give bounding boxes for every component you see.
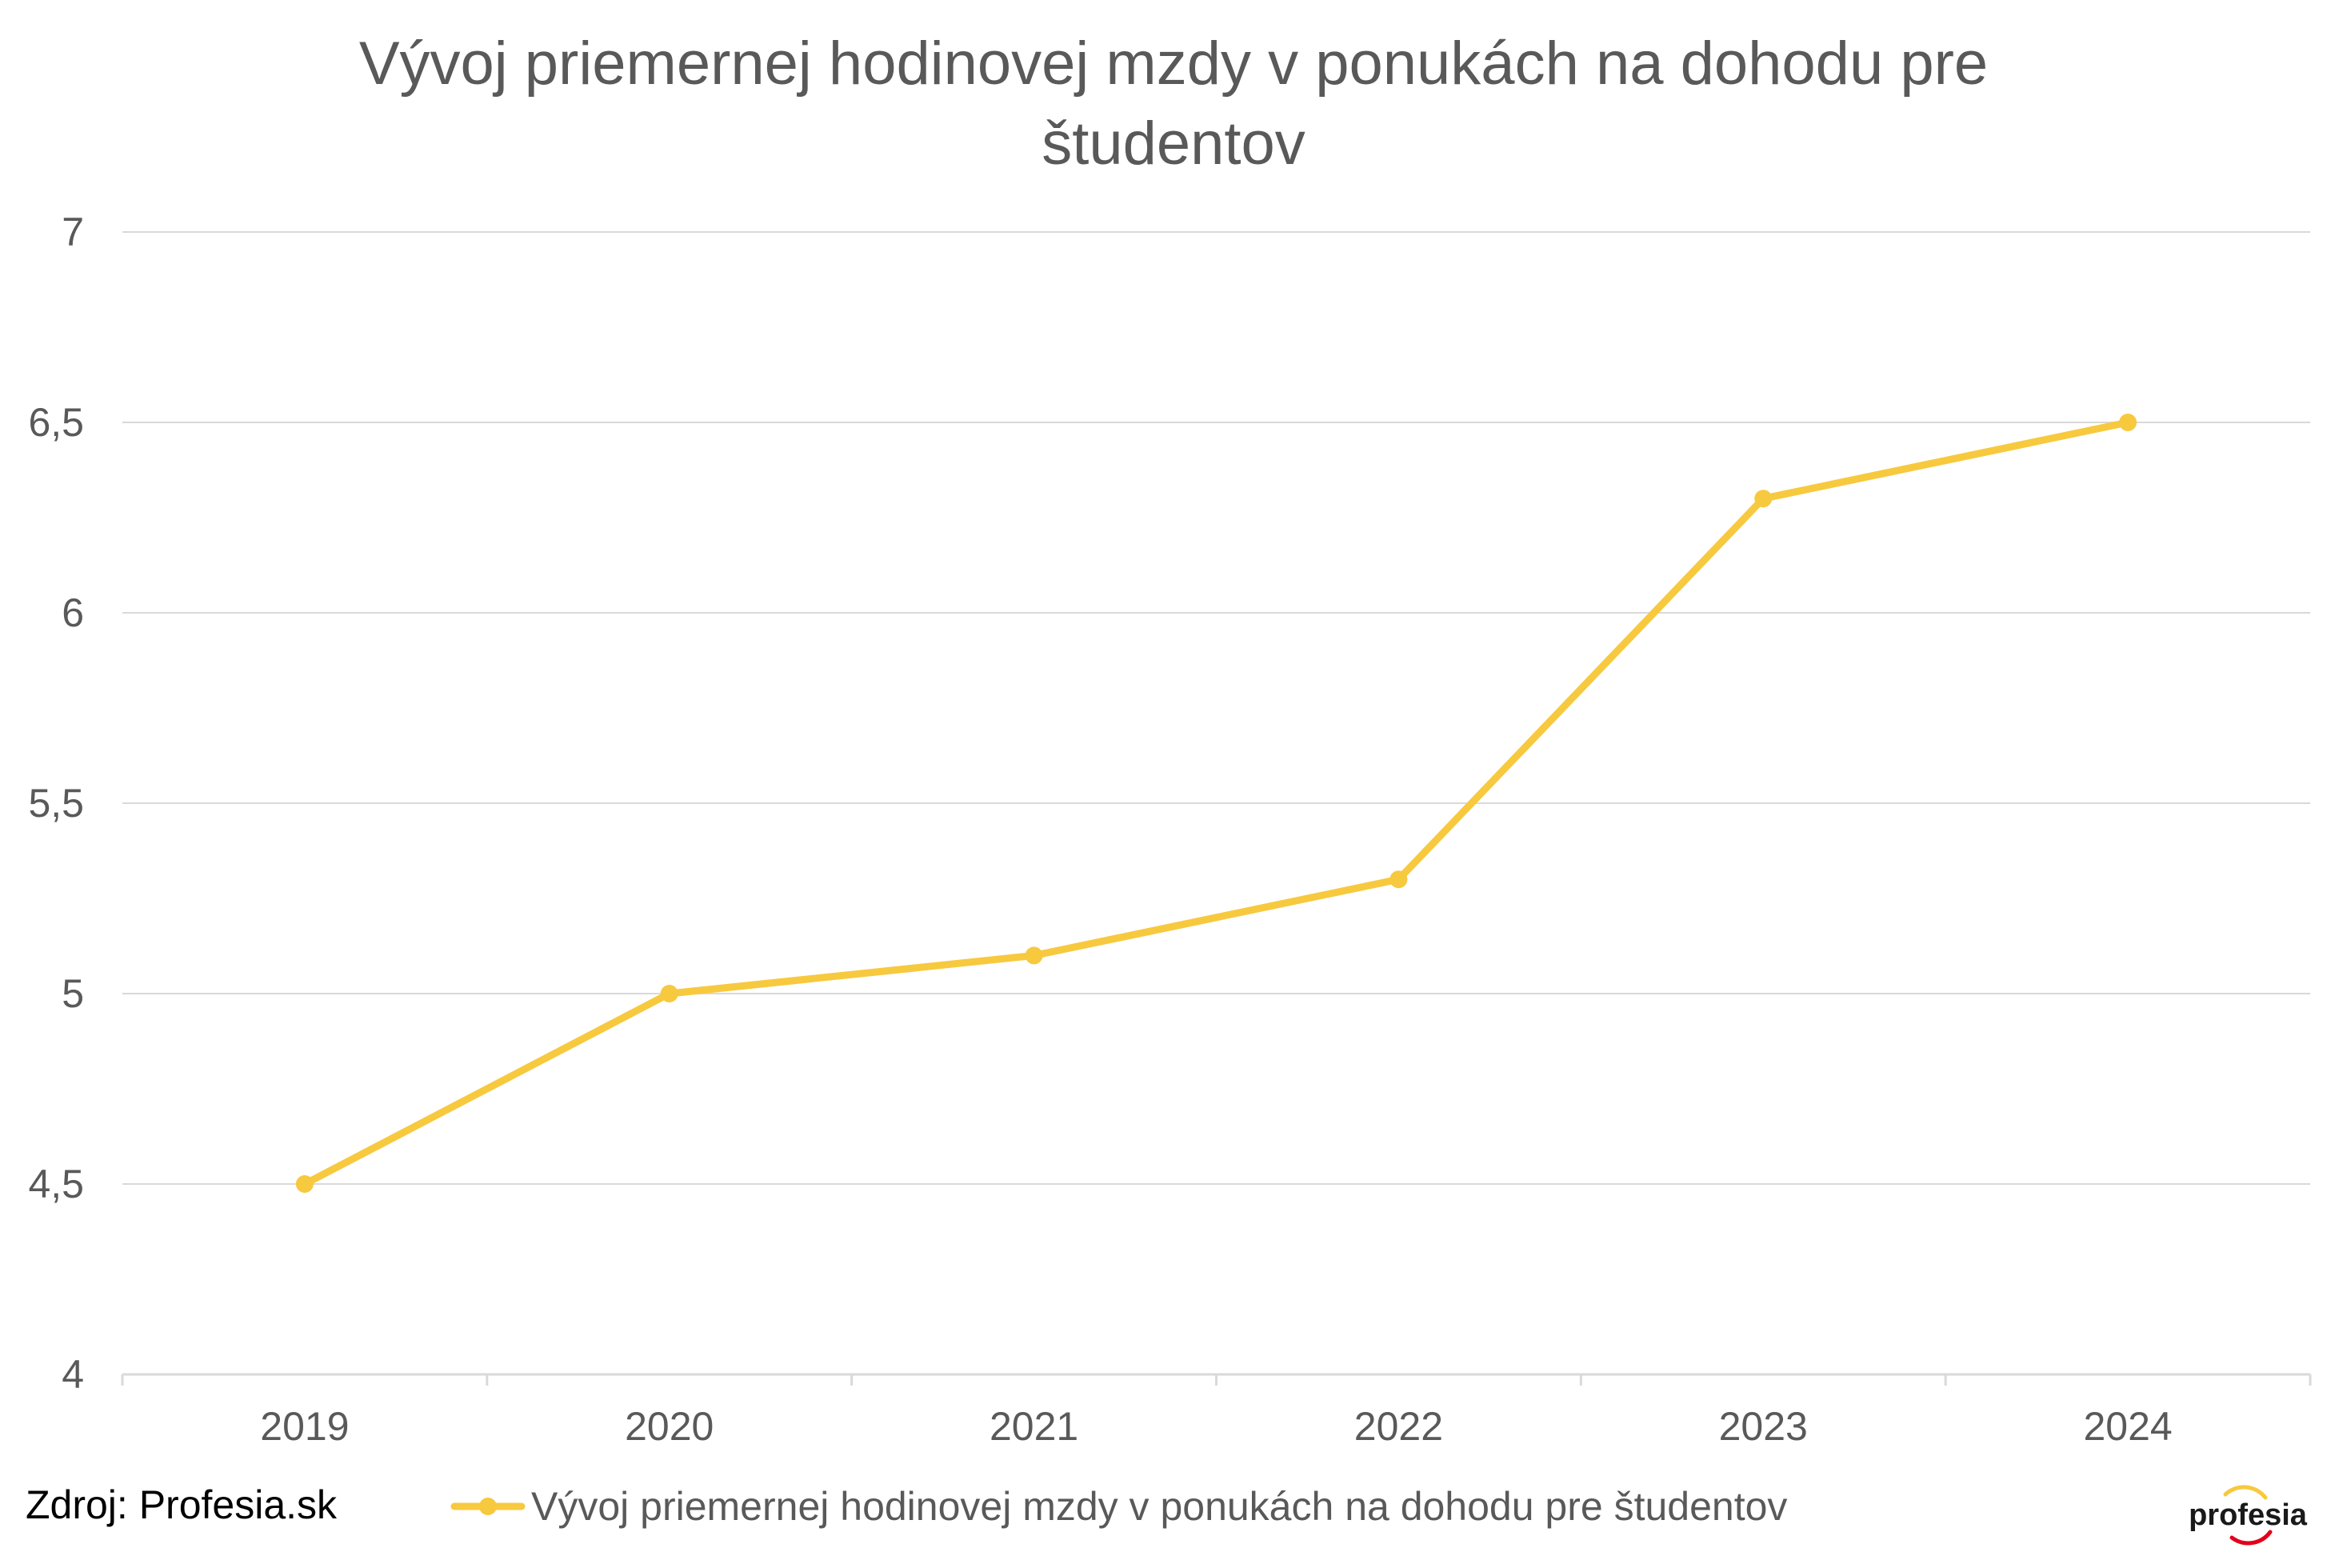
logo-arc-bottom [2229,1530,2273,1546]
x-tick-label: 2019 [260,1404,349,1449]
profesia-logo: profesia [2189,1485,2308,1546]
y-tick-label: 5,5 [28,781,84,826]
x-tick-label: 2022 [1354,1404,1443,1449]
y-tick-label: 6,5 [28,400,84,445]
data-point [660,985,678,1002]
logo-wordmark: profesia [2189,1498,2308,1532]
chart-title: Vývoj priemernej hodinovej mzdy v ponuká… [359,30,1988,178]
legend-label: Vývoj priemernej hodinovej mzdy v ponuká… [531,1484,1787,1529]
y-tick-label: 7 [62,210,84,254]
y-tick-label: 5 [62,971,84,1016]
gridlines [122,231,2310,1185]
legend-swatch-marker [479,1498,497,1515]
x-tick-label: 2023 [1719,1404,1808,1449]
y-tick-label: 4,5 [28,1162,84,1206]
data-point [2119,414,2137,431]
data-point [1025,946,1043,965]
chart-title-line-1: Vývoj priemernej hodinovej mzdy v ponuká… [359,30,1988,98]
logo-arc-top [2223,1485,2268,1500]
x-tick-label: 2020 [625,1404,714,1449]
y-tick-label: 4 [62,1352,84,1397]
series-line-group [295,414,2137,1193]
x-tick-label: 2021 [990,1404,1078,1449]
data-point [295,1175,314,1193]
x-axis [121,1373,2312,1386]
legend: Vývoj priemernej hodinovej mzdy v ponuká… [450,1484,1787,1529]
series-line [301,418,2132,1188]
y-tick-label: 6 [62,590,84,635]
data-point [1754,490,1773,508]
x-tick-label: 2024 [2083,1404,2172,1449]
y-axis-tick-labels: 4 4,5 5 5,5 6 6,5 7 [28,210,84,1397]
x-axis-tick-labels: 2019 2020 2021 2022 2023 2024 [260,1404,2172,1449]
chart-title-line-2: študentov [1042,110,1305,178]
source-label: Zdroj: Profesia.sk [26,1482,338,1527]
data-point [1389,870,1408,889]
